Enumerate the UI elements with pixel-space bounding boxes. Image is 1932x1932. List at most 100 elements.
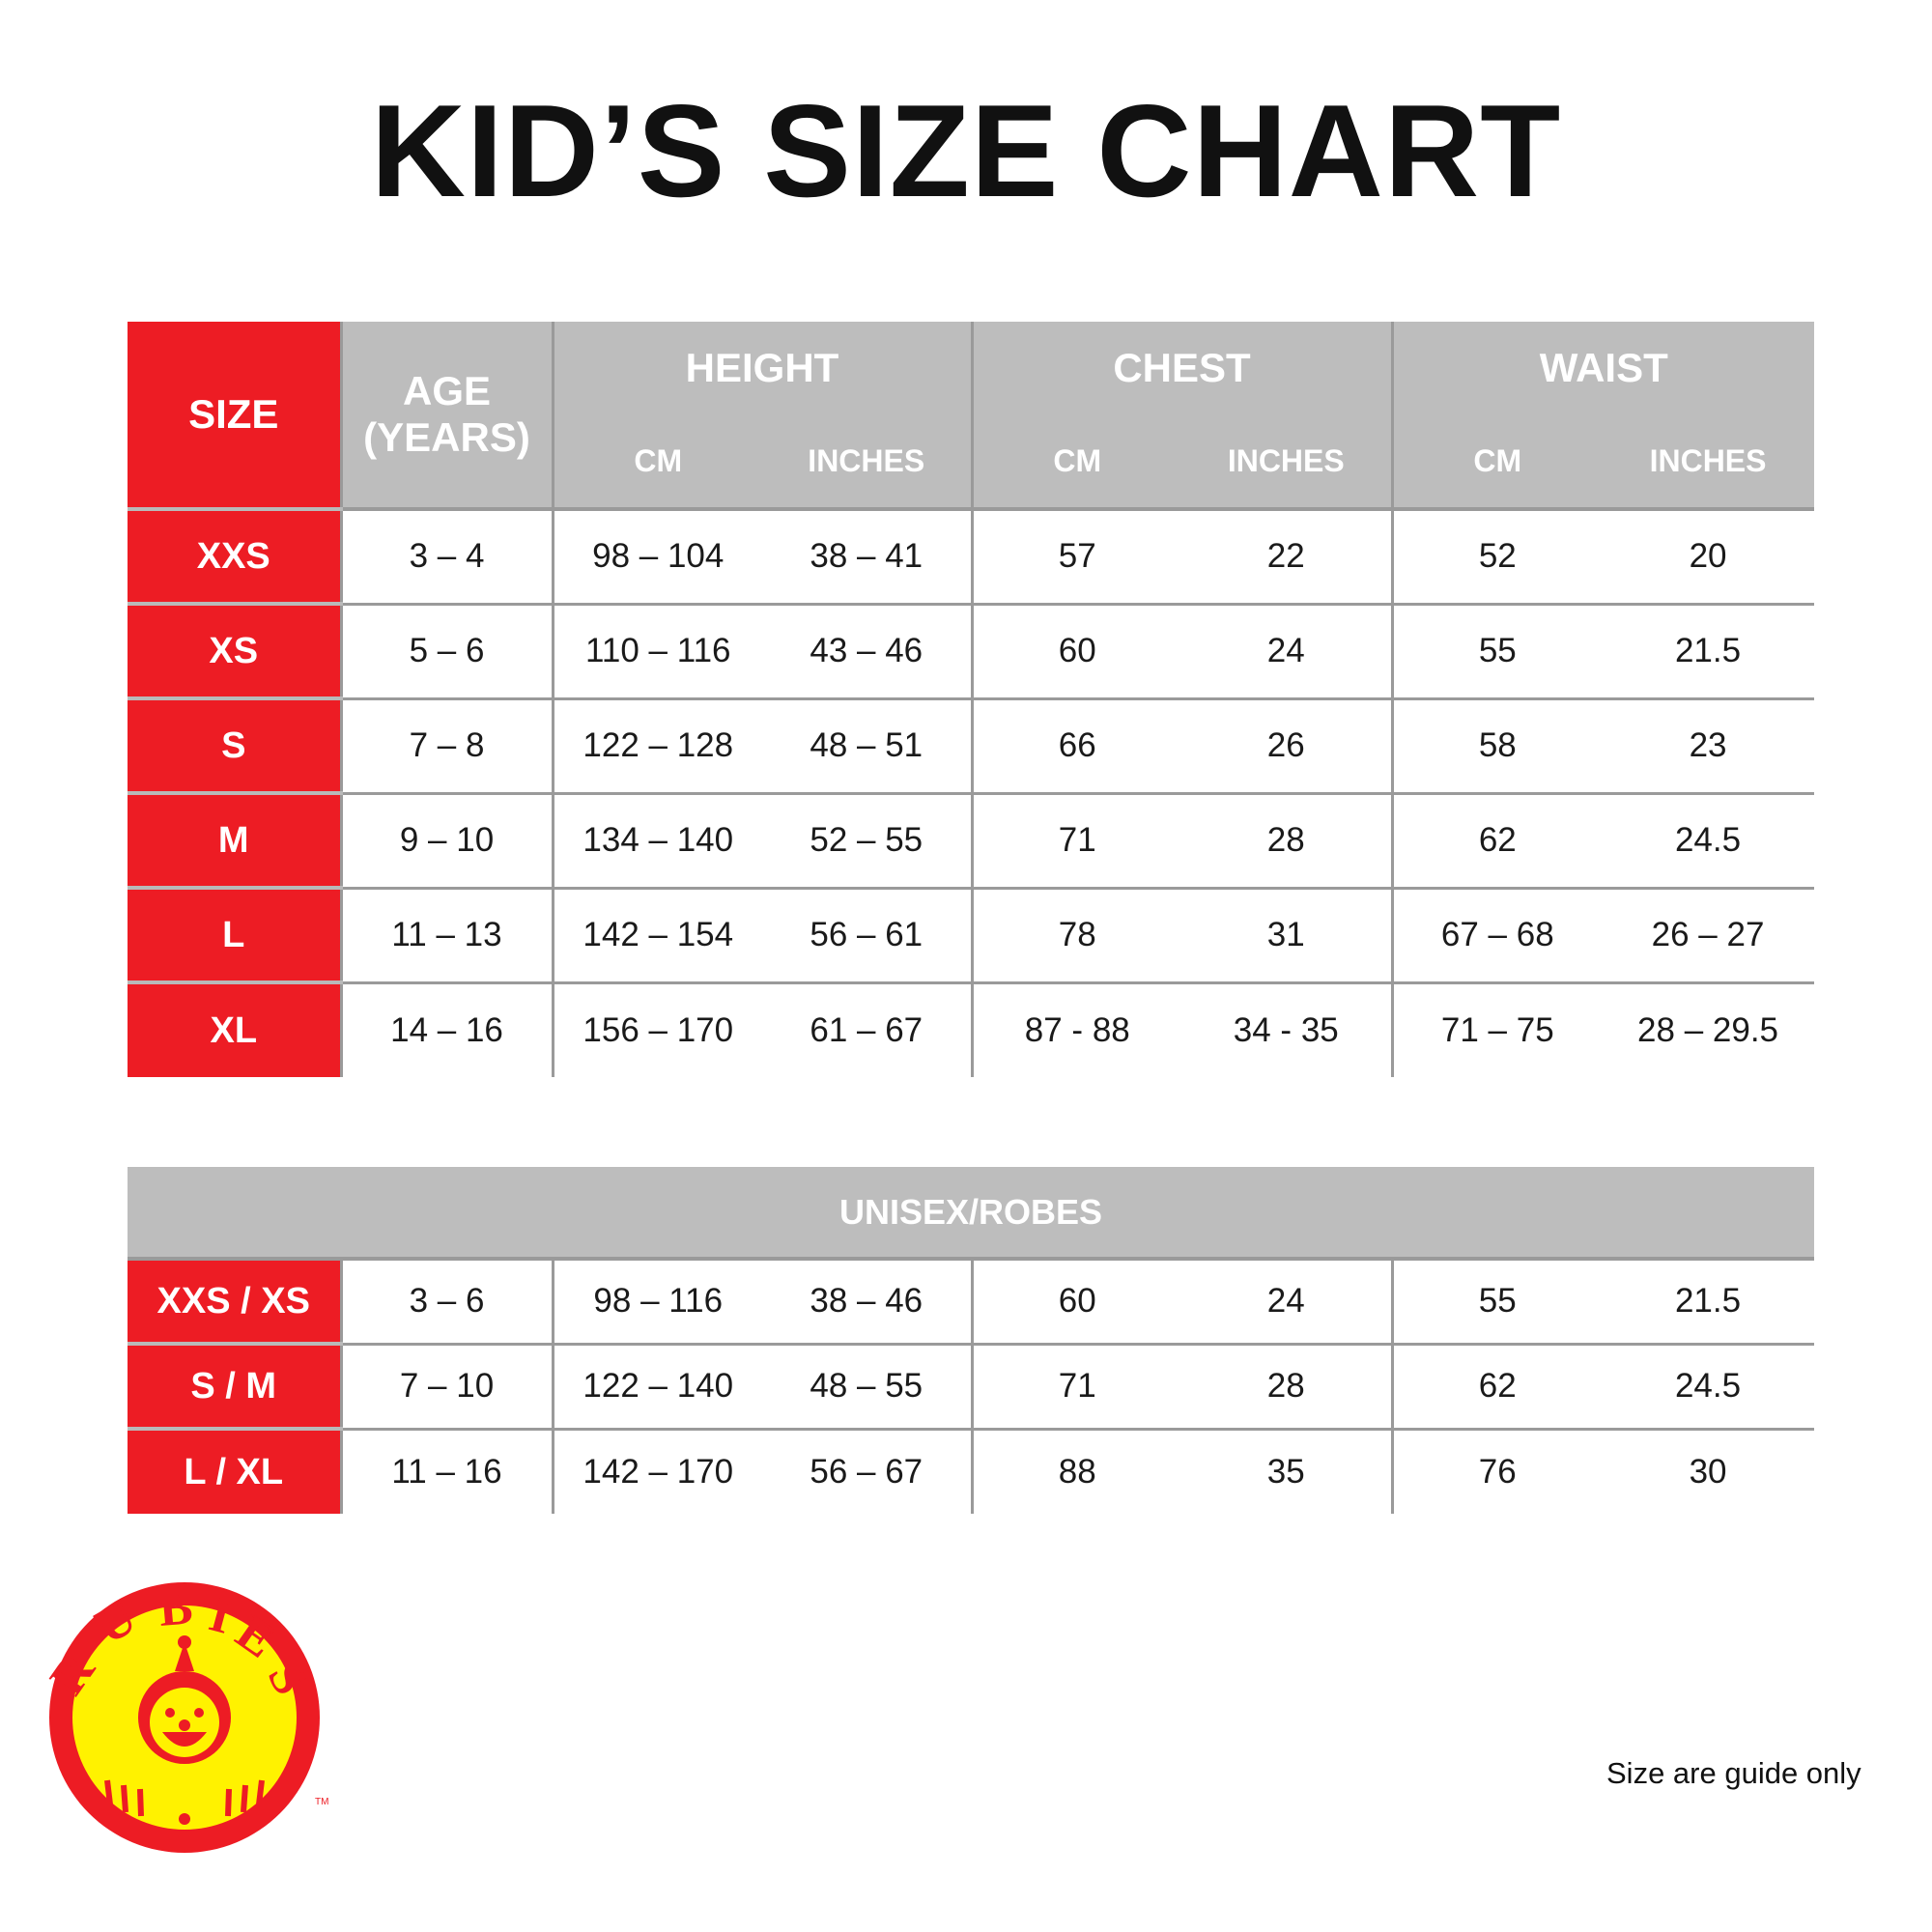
chest-in-cell: 24: [1181, 1259, 1392, 1346]
svg-text:B: B: [156, 1579, 195, 1637]
header-waist: WAIST: [1390, 322, 1815, 414]
age-cell: 3 – 4: [339, 509, 553, 606]
height-in-cell: 48 – 55: [762, 1344, 972, 1431]
waist-in-cell: 24.5: [1602, 793, 1815, 890]
chest-cm-cell: 60: [970, 604, 1182, 700]
height-cm-cell: 122 – 140: [551, 1344, 762, 1431]
waist-cm-cell: 58: [1390, 698, 1603, 795]
header-chest-cm: CM: [970, 414, 1182, 511]
size-cell: L / XL: [128, 1429, 341, 1514]
size-cell: XXS / XS: [128, 1259, 341, 1346]
size-cell: L: [128, 888, 341, 984]
chest-cm-cell: 78: [970, 888, 1182, 984]
waist-in-cell: 26 – 27: [1602, 888, 1815, 984]
waist-in-cell: 28 – 29.5: [1637, 1010, 1779, 1049]
height-cm-cell: 156 – 170: [551, 982, 762, 1077]
chest-cm-cell: 71: [970, 1344, 1181, 1431]
height-cm-cell: 142 – 170: [551, 1429, 762, 1514]
header-height-inches: INCHES: [762, 414, 973, 511]
header-waist-inches: INCHES: [1602, 414, 1815, 511]
chest-in-cell: 28: [1181, 793, 1393, 890]
size-cell: S / M: [128, 1344, 341, 1431]
chest-in-cell: 24: [1181, 604, 1393, 700]
waist-cm-cell: 52: [1390, 509, 1603, 606]
waist-in-cell: 21.5: [1602, 604, 1815, 700]
header-chest-inches: INCHES: [1181, 414, 1393, 511]
height-cm-cell: 122 – 128: [551, 698, 762, 795]
age-cell: 9 – 10: [339, 793, 553, 890]
table-row: XS 5 – 6 110 – 116 43 – 46 60 24 55 21.5: [128, 604, 1815, 700]
waist-in-cell: 20: [1602, 509, 1815, 606]
size-cell: XL: [128, 982, 341, 1077]
size-cell: XS: [128, 604, 341, 700]
age-cell: 7 – 10: [339, 1344, 553, 1431]
waist-cm-cell: 71 – 75: [1390, 982, 1603, 1077]
waist-cm-cell: 62: [1390, 1344, 1602, 1431]
chest-in-cell: 26: [1181, 698, 1393, 795]
chest-in-cell: 34 - 35: [1233, 1010, 1339, 1049]
height-in-cell: 52 – 55: [762, 793, 973, 890]
table-row: XXS 3 – 4 98 – 104 38 – 41 57 22 52 20: [128, 509, 1815, 606]
header-waist-cm: CM: [1390, 414, 1603, 511]
waist-in-cell: 21.5: [1602, 1259, 1815, 1346]
waist-cm-cell: 67 – 68: [1390, 888, 1603, 984]
height-in-cell: 56 – 67: [810, 1452, 923, 1491]
chest-in-cell: 31: [1181, 888, 1393, 984]
size-cell: S: [128, 698, 341, 795]
age-cell: 3 – 6: [339, 1259, 553, 1346]
age-cell: 5 – 6: [339, 604, 553, 700]
page-title: KID’S SIZE CHART: [370, 77, 1562, 224]
waist-cm-cell: 76: [1390, 1429, 1602, 1514]
chest-cm-cell: 60: [970, 1259, 1181, 1346]
header-age: AGE (YEARS): [339, 322, 553, 511]
waist-cm-cell: 55: [1390, 1259, 1602, 1346]
size-chart-table: SIZE AGE (YEARS) HEIGHT CHEST WAIST CM IN…: [128, 322, 1815, 1077]
age-cell: 14 – 16: [339, 982, 553, 1077]
waist-cm-cell: 62: [1390, 793, 1603, 890]
header-unisex-robes: UNISEX/ROBES: [128, 1167, 1815, 1261]
header-age-line1: AGE: [402, 368, 491, 413]
table-row: XXS / XS 3 – 6 98 – 116 38 – 46 60 24 55 21.5: [128, 1259, 1815, 1346]
height-cm-cell: 110 – 116: [551, 604, 762, 700]
height-in-cell: 38 – 41: [762, 509, 973, 606]
table-row: L / XL 11 – 16 142 – 170 56 – 67 88 35 76 30: [128, 1429, 1814, 1514]
height-in-cell: 38 – 46: [762, 1259, 972, 1346]
table-row: XL 14 – 16 156 – 170 61 – 67 87 - 88 34 - 35 7…: [128, 982, 1814, 1077]
height-cm-cell: 98 – 104: [551, 509, 762, 606]
age-cell: 11 – 13: [339, 888, 553, 984]
age-cell: 11 – 16: [339, 1429, 553, 1514]
header-age-line2: (YEARS): [363, 414, 530, 460]
chest-in-cell: 28: [1181, 1344, 1392, 1431]
chest-cm-cell: 88: [970, 1429, 1181, 1514]
height-cm-cell: 142 – 154: [551, 888, 762, 984]
waist-cm-cell: 55: [1390, 604, 1603, 700]
size-cell: XXS: [128, 509, 341, 606]
chest-cm-cell: 71: [970, 793, 1182, 890]
size-cell: M: [128, 793, 341, 890]
header-size: SIZE: [128, 322, 341, 511]
header-chest: CHEST: [970, 322, 1393, 414]
chest-cm-cell: 57: [970, 509, 1182, 606]
unisex-robes-table: UNISEX/ROBES XXS / XS 3 – 6 98 – 116 38 – 4…: [128, 1167, 1815, 1514]
height-in-cell: 61 – 67: [810, 1010, 923, 1049]
height-in-cell: 43 – 46: [762, 604, 973, 700]
chest-in-cell: 35: [1266, 1452, 1305, 1491]
age-cell: 7 – 8: [339, 698, 553, 795]
svg-text:TM: TM: [315, 1797, 328, 1807]
table-row: L 11 – 13 142 – 154 56 – 61 78 31 67 – 68 26 – …: [128, 888, 1815, 984]
size-guide-note: Size are guide only: [1606, 1756, 1861, 1790]
height-in-cell: 56 – 61: [762, 888, 973, 984]
waist-in-cell: 23: [1602, 698, 1815, 795]
waist-in-cell: 24.5: [1602, 1344, 1815, 1431]
chest-cm-cell: 66: [970, 698, 1182, 795]
height-in-cell: 48 – 51: [762, 698, 973, 795]
waist-in-cell: 30: [1689, 1452, 1727, 1491]
height-cm-cell: 98 – 116: [551, 1259, 762, 1346]
height-cm-cell: 134 – 140: [551, 793, 762, 890]
chest-in-cell: 22: [1181, 509, 1393, 606]
chest-cm-cell: 87 - 88: [970, 982, 1182, 1077]
rubies-logo: R U B I E S TM: [40, 1579, 328, 1853]
